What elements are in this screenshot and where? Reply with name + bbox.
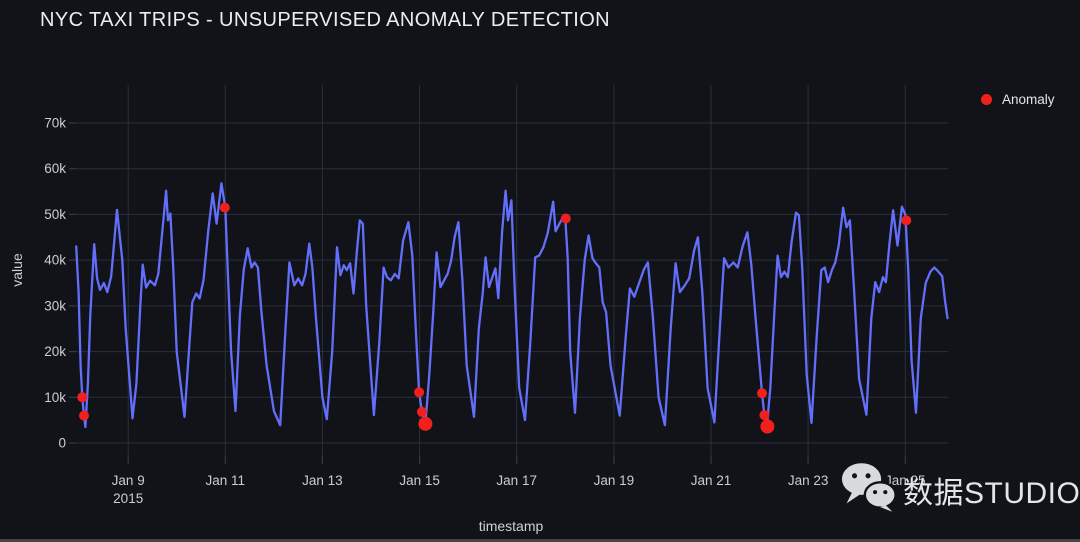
x-tick-label: Jan 11 <box>206 473 246 488</box>
x-tick-labels: Jan 9 2015 Jan 11 Jan 13 Jan 15 Jan 17 Jan 19 J… <box>112 473 926 506</box>
anomaly-point[interactable] <box>79 410 89 421</box>
anomaly-point[interactable] <box>219 202 230 213</box>
x-tick-label: Jan 19 <box>594 473 635 488</box>
y-tick-label: 40k <box>44 253 66 268</box>
y-tick-label: 70k <box>44 116 66 131</box>
anomaly-point[interactable] <box>414 387 425 398</box>
x-tick-label: Jan 15 <box>399 473 440 488</box>
y-tick-label: 10k <box>44 390 66 405</box>
y-tick-label: 50k <box>44 207 66 222</box>
wechat-icon <box>841 462 897 517</box>
x-tick-label: Jan 21 <box>691 473 732 488</box>
x-tick-label: Jan 13 <box>302 473 343 488</box>
anomaly-point[interactable] <box>77 392 88 403</box>
anomaly-point[interactable] <box>560 213 571 224</box>
anomaly-point[interactable] <box>760 419 775 434</box>
x-tick-label: Jan 9 <box>112 473 145 488</box>
bottom-edge-bar <box>0 539 1080 542</box>
x-tick-label: Jan 23 <box>788 473 829 488</box>
y-axis-title: value <box>9 253 25 287</box>
watermark-text: 数据STUDIO <box>903 476 1080 510</box>
y-tick-label: 60k <box>44 161 66 176</box>
y-tick-labels: 0 10k 20k 30k 40k 50k 60k 70k <box>44 116 66 451</box>
x-axis-title: timestamp <box>478 518 544 534</box>
y-tick-label: 20k <box>44 344 66 359</box>
anomaly-point[interactable] <box>759 410 770 421</box>
watermark: 数据STUDIO <box>841 462 1080 517</box>
x-tick-label: Jan 17 <box>496 473 537 488</box>
anomaly-point[interactable] <box>418 416 433 431</box>
anomaly-point[interactable] <box>757 388 767 399</box>
legend-item-anomaly[interactable]: Anomaly <box>1002 92 1055 107</box>
anomaly-point[interactable] <box>901 215 912 226</box>
page-title: NYC TAXI TRIPS - UNSUPERVISED ANOMALY DE… <box>40 9 611 31</box>
tick-marks <box>69 122 906 464</box>
y-tick-label: 0 <box>58 436 66 451</box>
anomaly-points <box>77 202 912 434</box>
h-gridlines <box>76 122 948 444</box>
y-tick-label: 30k <box>44 298 66 313</box>
series-line-value[interactable] <box>75 182 949 429</box>
x-tick-label: Jan 25 <box>885 473 926 488</box>
x-tick-sublabel: 2015 <box>113 491 143 506</box>
legend: Anomaly <box>981 92 1055 107</box>
anomaly-point[interactable] <box>417 406 427 417</box>
anomaly-legend-marker-icon <box>981 94 992 105</box>
